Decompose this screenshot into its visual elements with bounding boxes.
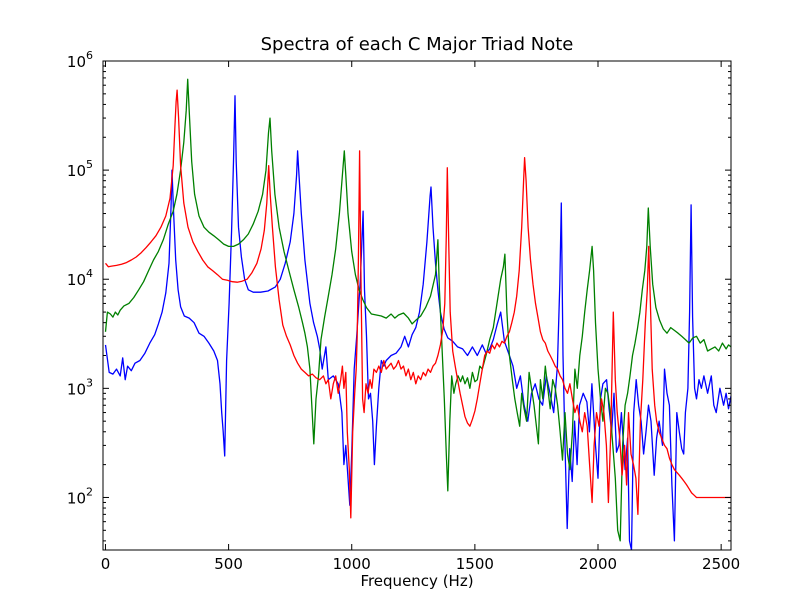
series-line-2	[104, 78, 731, 542]
y-tick-label-3: 105	[67, 158, 93, 180]
ticks-layer: 0 500 1000 1500 2000 2500 102 103 104 105 106	[67, 49, 740, 573]
x-axis-label: Frequency (Hz)	[360, 572, 473, 590]
chart-title: Spectra of each C Major Triad Note	[261, 34, 574, 55]
x-tick-label-5: 2500	[702, 555, 740, 573]
series-line-1	[104, 95, 731, 550]
x-tick-label-1: 500	[214, 555, 243, 573]
y-tick-label-1: 103	[67, 376, 93, 398]
plot-area-frame	[102, 60, 732, 551]
y-tick-label-2: 104	[67, 267, 93, 289]
x-tick-label-0: 0	[101, 555, 111, 573]
y-tick-label-4: 106	[67, 49, 93, 71]
y-tick-label-0: 102	[67, 485, 93, 507]
series-layer	[104, 78, 731, 550]
x-tick-label-2: 1000	[333, 555, 371, 573]
series-line-3	[104, 89, 731, 519]
x-tick-label-4: 2000	[579, 555, 617, 573]
x-tick-label-3: 1500	[456, 555, 494, 573]
